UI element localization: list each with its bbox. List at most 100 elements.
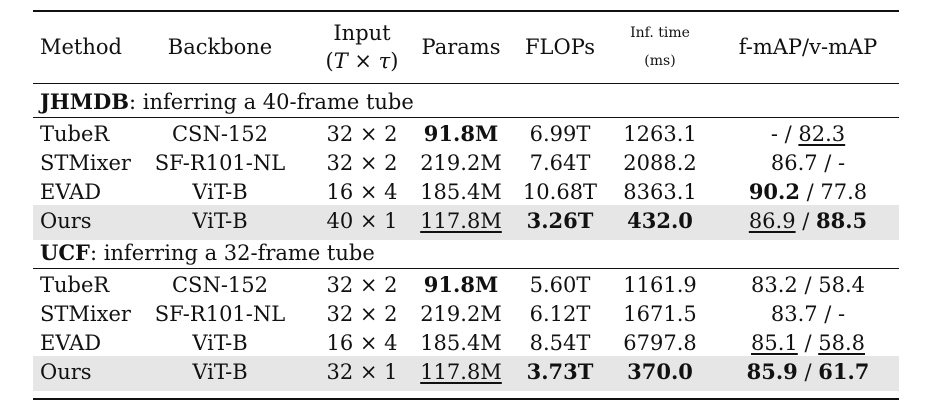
cell-fmap-vmap: 85.1 / 58.8 [751,330,865,356]
cell-map-separator: / [795,209,817,233]
cell-vmap: 77.8 [820,180,868,204]
cell-fmap: 86.9 [748,209,796,233]
cell-method: STMixer [40,302,131,326]
cell-inf: 1263.1 [623,122,697,146]
cell-input: 32 × 2 [326,122,398,146]
header-method: Method [40,35,122,59]
cell-fmap: 83.7 [770,302,818,326]
section-description: : inferring a 32-frame tube [89,241,375,265]
cell-inf: 1671.5 [623,302,697,326]
header-rule [33,83,899,84]
section-description: : inferring a 40-frame tube [128,90,414,114]
cell-backbone: SF-R101-NL [154,302,286,326]
cell-params: 91.8M [423,121,499,146]
cell-flops: 6.12T [529,302,591,326]
cell-backbone: SF-R101-NL [154,151,286,175]
cell-fmap-vmap: 86.9 / 88.5 [749,208,867,234]
cell-method: EVAD [40,331,102,355]
cell-inf: 370.0 [627,359,693,384]
cell-vmap: - [838,302,846,326]
header-params: Params [421,35,501,59]
cell-backbone: ViT-B [192,180,248,204]
cell-vmap: 88.5 [816,208,868,233]
cell-backbone: CSN-152 [171,122,269,146]
cell-backbone: CSN-152 [171,273,269,297]
cell-method: Ours [40,209,92,233]
cell-map-separator: / [797,273,819,297]
cell-vmap: - [838,151,846,175]
section-caption-jhmdb: JHMDB: inferring a 40-frame tube [40,89,414,115]
cell-fmap: 85.9 [746,359,798,384]
section-name: JHMDB [40,89,129,114]
cell-input: 40 × 1 [326,209,398,233]
cell-inf: 8363.1 [623,180,697,204]
cell-inf: 1161.9 [623,273,697,297]
cell-fmap-vmap: 85.9 / 61.7 [747,359,870,385]
cell-fmap-vmap: 90.2 / 77.8 [749,179,867,205]
cell-vmap: 58.8 [818,331,865,355]
cell-map-separator: / [817,151,839,175]
cell-flops: 5.60T [529,273,591,297]
cell-vmap: 82.3 [798,122,846,146]
cell-map-separator: / [797,331,819,355]
cell-map-separator: / [817,302,839,326]
highlight-row-bg [33,356,899,391]
cell-method: TubeR [40,273,110,297]
cell-backbone: ViT-B [192,331,248,355]
cell-input: 32 × 2 [326,151,398,175]
cell-params: 219.2M [420,302,502,326]
cell-flops: 3.73T [526,359,594,384]
cell-fmap: 86.7 [770,151,818,175]
header-map: f-mAP/v-mAP [738,35,878,59]
cell-input: 16 × 4 [326,180,398,204]
section-rule-ucf [33,268,899,269]
highlight-row-bg [33,205,899,240]
cell-params: 185.4M [420,331,502,355]
cell-input: 16 × 4 [326,331,398,355]
cell-map-separator: / [797,360,819,384]
cell-vmap: 58.4 [818,273,865,297]
cell-input: 32 × 2 [326,302,398,326]
cell-flops: 8.54T [529,331,591,355]
cell-input: 32 × 1 [326,360,398,384]
cell-inf: 2088.2 [623,151,697,175]
cell-map-separator: / [777,122,799,146]
cell-fmap-vmap: 83.2 / 58.4 [751,272,865,298]
cell-flops: 10.68T [522,180,598,204]
cell-params: 185.4M [420,180,502,204]
cell-vmap: 61.7 [818,359,870,384]
top-rule [33,10,899,12]
cell-input: 32 × 2 [326,273,398,297]
cell-flops: 7.64T [529,151,591,175]
cell-fmap-vmap: 86.7 / - [771,150,845,176]
cell-params: 91.8M [423,272,499,297]
cell-method: Ours [40,360,92,384]
cell-params: 219.2M [420,151,502,175]
cell-params: 117.8M [420,209,502,233]
cell-inf: 432.0 [627,208,693,233]
cell-method: TubeR [40,122,110,146]
cell-method: STMixer [40,151,131,175]
bottom-rule [33,398,899,400]
cell-flops: 6.99T [529,122,591,146]
cell-method: EVAD [40,180,102,204]
cell-fmap: 90.2 [748,179,800,204]
header-inf-bottom: (ms) [644,53,676,69]
cell-map-separator: / [799,180,821,204]
section-caption-ucf: UCF: inferring a 32-frame tube [40,240,375,266]
cell-fmap: - [770,122,778,146]
header-flops: FLOPs [524,35,596,59]
cell-fmap-vmap: - / 82.3 [771,121,845,147]
cell-fmap: 83.2 [751,273,798,297]
header-inf-top: Inf. time [630,25,690,41]
cell-flops: 3.26T [526,208,594,233]
cell-backbone: ViT-B [192,360,248,384]
cell-inf: 6797.8 [623,331,697,355]
cell-fmap-vmap: 83.7 / - [771,301,845,327]
cell-fmap: 85.1 [751,331,798,355]
header-input-top: Input [333,21,391,45]
cell-params: 117.8M [420,360,502,384]
section-name: UCF [40,240,90,265]
section-rule-jhmdb [33,117,899,118]
